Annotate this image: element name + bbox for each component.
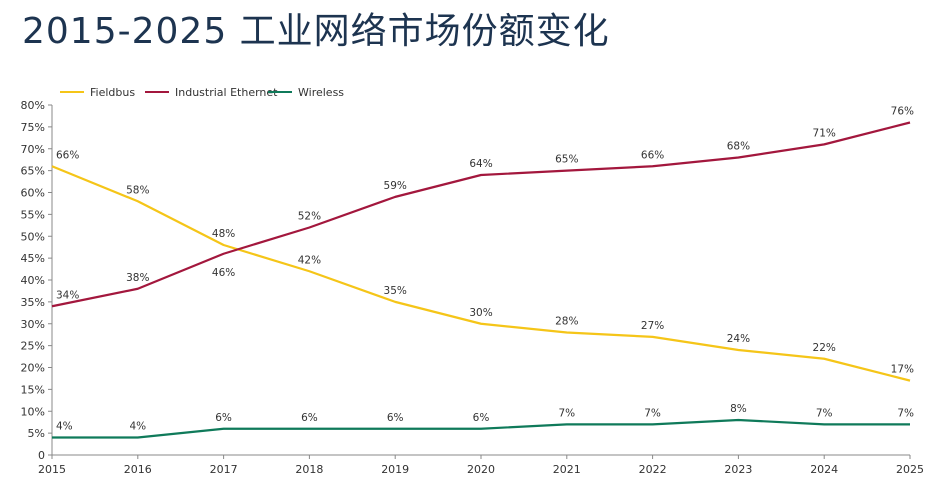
x-tick-label: 2022 [639,463,667,476]
y-tick-label: 5% [28,427,45,440]
data-label: 7% [558,407,575,419]
data-label: 66% [641,149,664,161]
data-label: 6% [387,412,404,424]
data-label: 6% [215,412,232,424]
y-tick-label: 35% [21,296,45,309]
data-label: 4% [56,421,73,433]
data-label: 17% [891,364,914,376]
y-tick-label: 75% [21,121,45,134]
line-chart: 0 5% 10% 15% 20% 25% 30% 35% 40% 45% 50% 55% 60% 65% 7… [0,0,945,486]
data-label: 76% [891,106,914,118]
data-label: 58% [126,184,149,196]
y-tick-label: 25% [21,340,45,353]
series-line [52,166,910,380]
y-tick-label: 10% [21,405,45,418]
series-line [52,123,910,307]
x-tick-label: 2019 [381,463,409,476]
data-label: 7% [644,407,661,419]
x-tick-label: 2020 [467,463,495,476]
data-label: 7% [897,407,914,419]
y-tick-label: 50% [21,230,45,243]
data-label: 38% [126,272,149,284]
legend-label: Industrial Ethernet [175,86,278,99]
data-label: 46% [212,267,235,279]
x-tick-label: 2015 [38,463,66,476]
legend-label: Wireless [298,86,344,99]
data-label: 24% [727,333,750,345]
y-tick-label: 20% [21,362,45,375]
y-tick-label: 40% [21,274,45,287]
y-tick-label: 15% [21,383,45,396]
data-label: 7% [816,407,833,419]
x-tick-label: 2025 [896,463,924,476]
data-label: 71% [813,127,836,139]
x-tick-label: 2017 [210,463,238,476]
legend-label: Fieldbus [90,86,135,99]
data-label: 68% [727,141,750,153]
y-tick-label: 70% [21,143,45,156]
chart-legend: Fieldbus Industrial Ethernet Wireless [60,86,344,99]
y-tick-label: 0 [38,449,45,462]
data-label: 35% [384,285,407,297]
data-label: 27% [641,320,664,332]
data-label: 28% [555,316,578,328]
data-label: 30% [469,307,492,319]
data-label: 6% [473,412,490,424]
data-label: 48% [212,228,235,240]
y-tick-label: 80% [21,99,45,112]
y-tick-label: 30% [21,318,45,331]
data-label: 22% [813,342,836,354]
y-tick-label: 55% [21,208,45,221]
y-tick-label: 45% [21,252,45,265]
data-label: 65% [555,154,578,166]
x-tick-label: 2023 [724,463,752,476]
data-label: 8% [730,403,747,415]
y-tick-label: 65% [21,165,45,178]
data-label: 64% [469,158,492,170]
data-label: 6% [301,412,318,424]
data-label: 59% [384,180,407,192]
data-label: 66% [56,149,79,161]
data-label: 42% [298,254,321,266]
x-tick-label: 2016 [124,463,152,476]
data-label: 52% [298,211,321,223]
x-tick-label: 2021 [553,463,581,476]
x-tick-label: 2024 [810,463,838,476]
data-label: 34% [56,289,79,301]
x-tick-label: 2018 [295,463,323,476]
data-label: 4% [129,421,146,433]
y-tick-label: 60% [21,187,45,200]
